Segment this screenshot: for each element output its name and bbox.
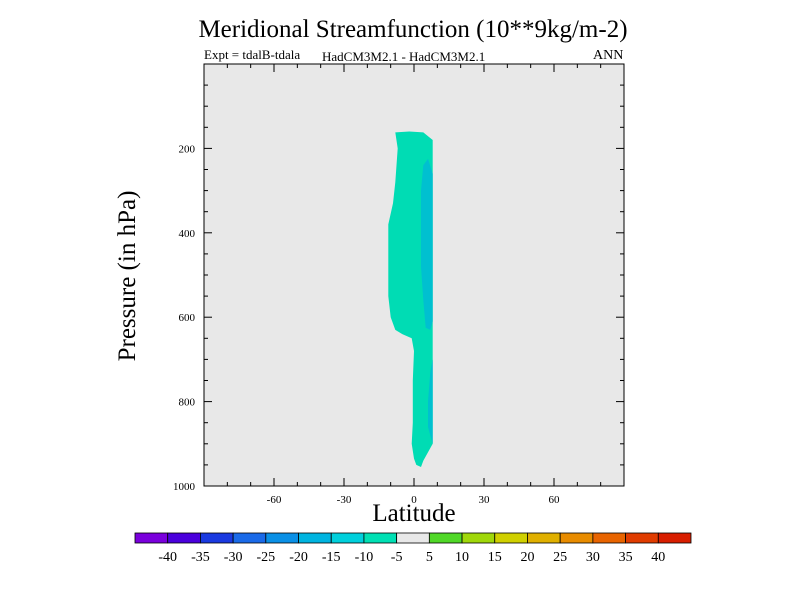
models-label: HadCM3M2.1 - HadCM3M2.1	[322, 49, 486, 64]
colorbar-box	[461, 532, 496, 544]
colorbar-label: 5	[426, 550, 433, 565]
colorbar-label: 25	[553, 550, 567, 565]
colorbar-box	[428, 532, 463, 544]
x-tick-label: -30	[337, 494, 352, 506]
colorbar-label: 35	[619, 550, 633, 565]
colorbar-label: -35	[191, 550, 210, 565]
x-tick-label: -60	[267, 494, 282, 506]
colorbar-box	[396, 532, 430, 544]
y-tick-label: 600	[179, 312, 196, 324]
colorbar-box	[298, 532, 332, 544]
colorbar-label: -30	[224, 550, 243, 565]
y-tick-label: 200	[179, 143, 196, 155]
colorbar-box	[330, 532, 365, 544]
colorbar-label: -40	[158, 550, 177, 565]
season-label: ANN	[593, 48, 624, 63]
y-tick-label: 1000	[173, 481, 196, 493]
colorbar-box	[265, 532, 299, 544]
colorbar-box	[657, 532, 692, 544]
colorbar-box	[232, 532, 267, 544]
x-axis-label: Latitude	[372, 500, 456, 527]
contour-region-2	[428, 359, 433, 444]
colorbar-label: 40	[651, 550, 665, 565]
colorbar-label: -15	[322, 550, 341, 565]
x-tick-label: 0	[411, 494, 417, 506]
x-tick-label: 60	[549, 494, 561, 506]
contour-region-1	[421, 158, 433, 330]
colorbar-label: 20	[520, 550, 534, 565]
x-tick-label: 30	[479, 494, 491, 506]
colorbar-label: -5	[391, 550, 403, 565]
colorbar-label: 10	[455, 550, 469, 565]
colorbar-box	[134, 532, 169, 544]
colorbar-label: 30	[586, 550, 600, 565]
colorbar-label: 15	[488, 550, 502, 565]
chart-title: Meridional Streamfunction (10**9kg/m-2)	[198, 16, 628, 43]
colorbar-box	[592, 532, 626, 544]
colorbar-box	[625, 532, 659, 544]
y-tick-label: 800	[179, 397, 196, 409]
experiment-label: Expt = tdalB-tdala	[204, 47, 301, 62]
colorbar-label: -20	[289, 550, 308, 565]
colorbar-box	[527, 532, 561, 544]
colorbar-label: -10	[355, 550, 374, 565]
colorbar-box	[200, 532, 234, 544]
colorbar-box	[167, 532, 201, 544]
y-tick-label: 400	[179, 228, 196, 240]
colorbar-box	[494, 532, 528, 544]
colorbar-label: -25	[256, 550, 275, 565]
colorbar-box	[559, 532, 594, 544]
colorbar-box	[363, 532, 398, 544]
